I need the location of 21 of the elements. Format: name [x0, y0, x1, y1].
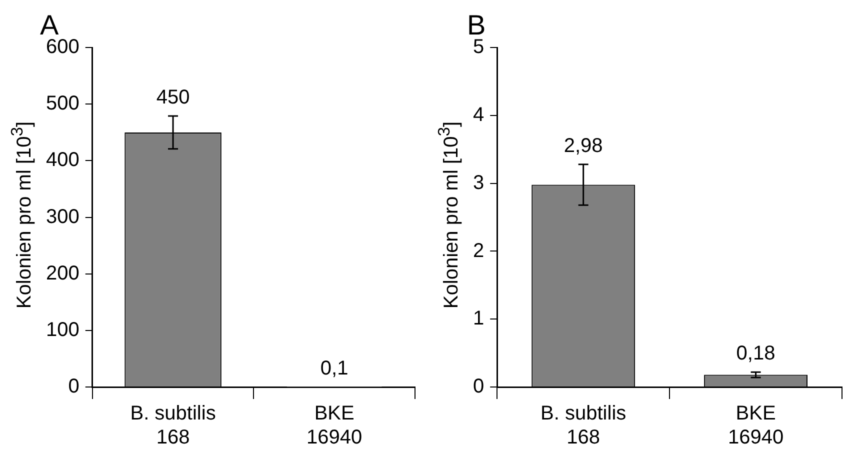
y-tick-label: 1	[473, 308, 484, 330]
x-tick-label: B. subtilis 168	[130, 402, 216, 449]
y-tick-label: 4	[473, 104, 484, 126]
data-label: 450	[156, 86, 190, 109]
data-label: 2,98	[564, 134, 603, 157]
data-label: 0,1	[320, 357, 348, 380]
y-tick-label: 0	[473, 376, 484, 398]
y-tick-label: 500	[46, 92, 80, 115]
data-label: 0,18	[736, 342, 776, 365]
y-tick-label: 2	[473, 240, 484, 262]
y-tick-label: 5	[473, 36, 484, 58]
y-tick-label: 100	[46, 318, 80, 341]
y-tick-label: 3	[473, 172, 484, 194]
y-tick-label: 200	[46, 262, 80, 284]
x-tick-label: BKE 16940	[306, 402, 362, 449]
y-tick-label: 600	[46, 36, 80, 58]
y-tick-label: 300	[46, 206, 80, 228]
x-tick-label: B. subtilis 168	[540, 402, 626, 449]
y-tick-label: 0	[68, 376, 80, 398]
y-tick-label: 400	[46, 149, 80, 172]
x-tick-label: BKE 16940	[728, 402, 784, 449]
